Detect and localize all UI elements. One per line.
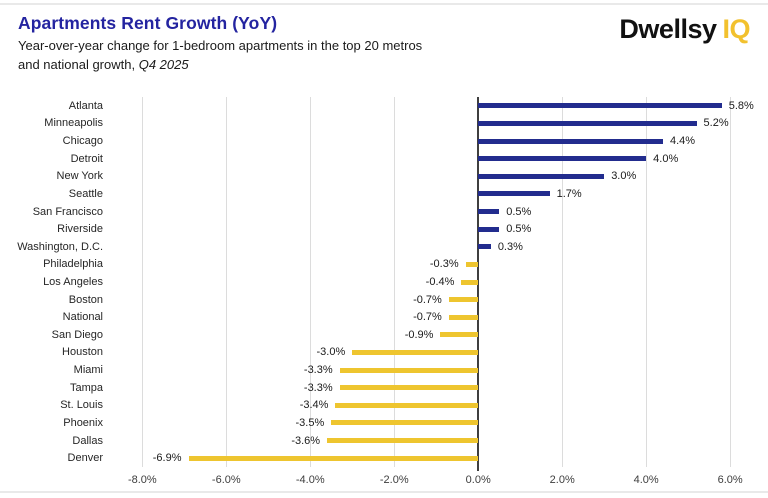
value-label: -0.3%: [429, 258, 459, 271]
category-label: Dallas: [72, 434, 103, 447]
x-axis-tick-label: 2.0%: [549, 474, 575, 486]
category-label: Chicago: [62, 135, 103, 148]
negative-bar: [448, 297, 479, 303]
x-axis-tick-label: -8.0%: [127, 474, 157, 486]
negative-bar: [461, 279, 479, 285]
x-axis-tick-label: 4.0%: [633, 474, 659, 486]
negative-bar: [188, 455, 479, 461]
positive-bar: [478, 120, 697, 126]
gridline: [142, 97, 144, 467]
category-label: Los Angeles: [43, 276, 103, 288]
subtitle-line-1: Year-over-year change for 1-bedroom apar…: [18, 38, 423, 53]
positive-bar: [478, 103, 722, 109]
category-label: Phoenix: [63, 416, 103, 429]
category-label: National: [62, 311, 103, 324]
value-label: 4.4%: [669, 135, 696, 148]
category-label: Miami: [73, 364, 103, 377]
x-axis-tick-label: -4.0%: [295, 474, 325, 486]
category-label: Tampa: [69, 381, 103, 394]
negative-bar: [327, 438, 479, 444]
positive-bar: [478, 226, 500, 232]
gridline: [310, 97, 312, 467]
value-label: 0.5%: [506, 205, 532, 218]
subtitle-quarter: Q4 2025: [138, 57, 189, 72]
category-label: Riverside: [57, 223, 103, 236]
negative-bar: [335, 402, 479, 408]
x-axis-tick-label: 6.0%: [717, 474, 743, 486]
value-label: -0.7%: [413, 293, 442, 306]
page-title: Apartments Rent Growth (YoY): [18, 13, 278, 33]
x-axis-tick-label: -2.0%: [379, 474, 409, 486]
category-label: Philadelphia: [43, 258, 103, 271]
value-label: -3.0%: [316, 346, 346, 359]
gridline: [562, 97, 564, 467]
category-label: Detroit: [70, 152, 103, 165]
category-label: Atlanta: [68, 99, 103, 112]
logo-iq-mark: IQ: [722, 14, 750, 44]
negative-bar: [440, 332, 479, 338]
bottom-divider: [0, 491, 768, 493]
value-label: 4.0%: [653, 152, 679, 165]
category-label: Houston: [62, 346, 103, 359]
gridline: [730, 97, 732, 467]
value-label: 0.3%: [497, 240, 523, 253]
zero-axis-line: [477, 97, 480, 471]
x-axis-tick-label: 0.0%: [465, 474, 491, 486]
value-label: -3.4%: [299, 399, 329, 412]
gridline: [394, 97, 396, 467]
negative-bar: [448, 314, 479, 320]
x-axis-tick-label: -6.0%: [211, 474, 241, 486]
negative-bar: [339, 367, 479, 373]
category-label: Denver: [67, 452, 103, 465]
value-label: 5.8%: [728, 99, 754, 112]
positive-bar: [478, 138, 663, 144]
value-label: -0.4%: [425, 276, 455, 288]
dwellsy-iq-logo: Dwellsy IQ: [619, 14, 750, 45]
value-label: -0.7%: [413, 311, 442, 324]
positive-bar: [478, 156, 647, 162]
value-label: -6.9%: [152, 452, 182, 465]
subtitle-line-2: and national growth, Q4 2025: [18, 57, 189, 72]
positive-bar: [478, 244, 491, 250]
gridline: [646, 97, 648, 467]
category-label: Boston: [68, 293, 103, 306]
value-label: 3.0%: [611, 170, 637, 183]
negative-bar: [352, 349, 479, 355]
value-label: -3.6%: [291, 434, 321, 447]
value-label: 1.7%: [556, 187, 582, 200]
negative-bar: [331, 420, 479, 426]
negative-bar: [465, 261, 479, 267]
value-label: -3.3%: [303, 381, 333, 394]
positive-bar: [478, 209, 500, 215]
positive-bar: [478, 173, 605, 179]
value-label: 5.2%: [703, 117, 729, 130]
category-label: St. Louis: [60, 399, 103, 412]
category-label: Seattle: [68, 187, 103, 200]
category-label: San Diego: [51, 328, 103, 341]
positive-bar: [478, 191, 550, 197]
logo-wordmark: Dwellsy: [619, 14, 717, 44]
gridline: [226, 97, 228, 467]
value-label: -3.3%: [303, 364, 333, 377]
category-label: Minneapolis: [44, 117, 103, 130]
negative-bar: [339, 385, 479, 391]
value-label: -0.9%: [404, 328, 434, 341]
value-label: 0.5%: [506, 223, 532, 236]
subtitle-line-2-text: and national growth,: [18, 57, 139, 72]
category-label: Washington, D.C.: [17, 240, 103, 253]
category-label: San Francisco: [32, 205, 103, 218]
top-divider: [0, 3, 768, 5]
value-label: -3.5%: [295, 416, 325, 429]
category-label: New York: [56, 170, 103, 183]
